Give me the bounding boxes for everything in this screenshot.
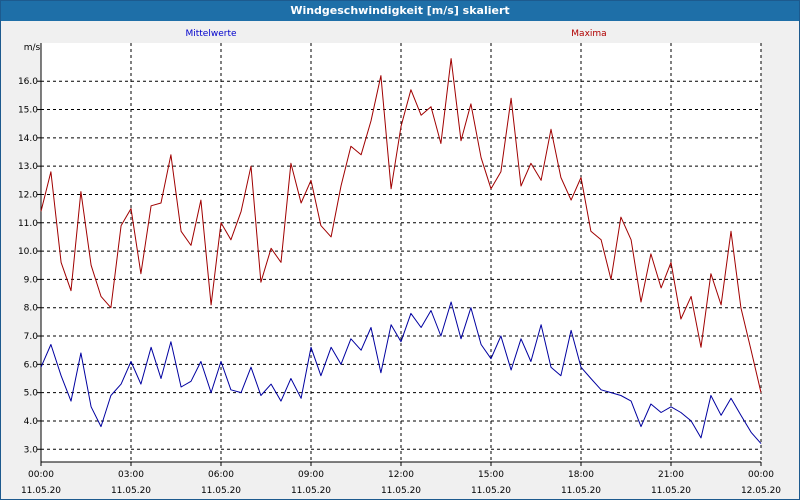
- x-tick-date-label: 11.05.20: [291, 486, 331, 496]
- y-tick-label: 4.0: [24, 417, 39, 427]
- plot-area: 3.0 4.0 5.0 6.0 7.0 8.0 9.0 10.0 11.0 12.0 13.0 14.…: [18, 43, 781, 496]
- x-tick-date-label: 11.05.20: [21, 486, 61, 496]
- x-tick-time-label: 15:00: [478, 470, 504, 480]
- x-tick-date-label: 12.05.20: [741, 486, 781, 496]
- x-tick-date-label: 11.05.20: [111, 486, 151, 496]
- series-line-mittelwerte: [40, 301, 762, 444]
- x-tick-date-label: 11.05.20: [561, 486, 601, 496]
- x-tick-time-label: 00:00: [28, 470, 54, 480]
- y-tick-label: 7.0: [24, 332, 39, 342]
- x-tick-date-label: 11.05.20: [651, 486, 691, 496]
- y-tick-label: 13.0: [18, 162, 38, 172]
- x-tick-time-label: 06:00: [208, 470, 234, 480]
- x-tick-time-label: 00:00: [748, 470, 774, 480]
- legend-mittelwerte: Mittelwerte: [185, 29, 236, 39]
- y-tick-label: 16.0: [18, 77, 38, 87]
- y-tick-label: 11.0: [18, 219, 38, 229]
- y-tick-label: 14.0: [18, 134, 38, 144]
- wind-speed-chart: Mittelwerte Maxima m/s 3.0 4.0 5.0 6.0 7.0 8.…: [18, 29, 781, 496]
- x-tick-time-label: 21:00: [658, 470, 684, 480]
- y-tick-label: 6.0: [24, 360, 39, 370]
- legend-maxima: Maxima: [571, 29, 606, 39]
- y-tick-label: 9.0: [24, 275, 39, 285]
- y-axis-unit-label: m/s: [24, 43, 41, 53]
- y-tick-label: 5.0: [24, 389, 39, 399]
- x-tick-time-label: 03:00: [118, 470, 144, 480]
- x-tick-date-label: 11.05.20: [381, 486, 421, 496]
- x-tick-time-label: 09:00: [298, 470, 324, 480]
- x-tick-date-label: 11.05.20: [471, 486, 511, 496]
- x-tick-time-label: 18:00: [568, 470, 594, 480]
- y-tick-label: 15.0: [18, 106, 38, 116]
- y-tick-label: 3.0: [24, 445, 39, 455]
- y-tick-label: 12.0: [18, 190, 38, 200]
- y-tick-label: 10.0: [18, 247, 38, 257]
- y-tick-label: 8.0: [24, 304, 39, 314]
- window-title: Windgeschwindigkeit [m/s] skaliert: [1, 1, 799, 21]
- x-tick-time-label: 12:00: [388, 470, 414, 480]
- series-line-maxima: [40, 58, 762, 393]
- x-tick-date-label: 11.05.20: [201, 486, 241, 496]
